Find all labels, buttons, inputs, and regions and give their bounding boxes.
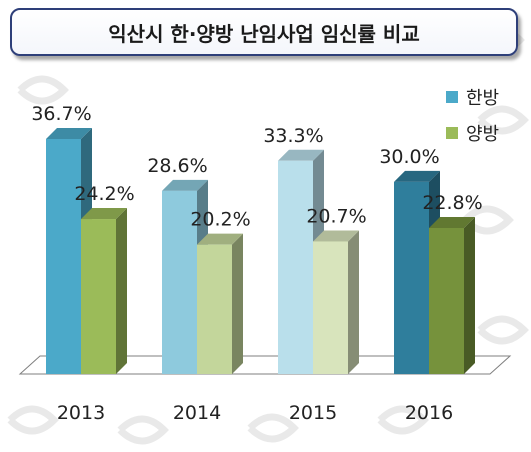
bar-top-yangbang-2015 [313, 230, 359, 242]
bar-hanbang-2016 [394, 181, 429, 374]
legend-item-hanbang: 한방 [446, 84, 499, 110]
legend-swatch-hanbang [446, 91, 458, 103]
bar-side-yangbang-2013 [116, 208, 127, 374]
x-tick-2014: 2014 [173, 402, 221, 424]
x-tick-2013: 2013 [57, 402, 105, 424]
bar-hanbang-2014 [162, 190, 197, 374]
bar-side-yangbang-2015 [348, 230, 359, 374]
data-label-yangbang-2014: 20.2% [190, 209, 250, 231]
bar-top-hanbang-2013 [46, 127, 92, 139]
data-label-yangbang-2015: 20.7% [306, 205, 366, 227]
legend-swatch-yangbang [446, 127, 458, 139]
data-label-hanbang-2013: 36.7% [31, 103, 91, 125]
bar-top-hanbang-2016 [394, 170, 440, 182]
x-tick-2015: 2015 [289, 402, 337, 424]
data-label-yangbang-2013: 24.2% [74, 183, 134, 205]
bar-yangbang-2014 [197, 244, 232, 374]
bar-top-yangbang-2013 [81, 208, 127, 220]
legend-item-yangbang: 양방 [446, 120, 499, 146]
bar-yangbang-2013 [81, 219, 116, 374]
bar-hanbang-2015 [278, 160, 313, 374]
bar-side-yangbang-2016 [464, 217, 475, 374]
bar-hanbang-2013 [46, 138, 81, 374]
bar-top-hanbang-2015 [278, 149, 324, 161]
data-label-hanbang-2016: 30.0% [379, 146, 439, 168]
data-label-hanbang-2015: 33.3% [263, 125, 323, 147]
bar-top-yangbang-2016 [429, 217, 475, 228]
data-label-hanbang-2014: 28.6% [147, 155, 207, 177]
x-tick-2016: 2016 [405, 402, 453, 424]
bar-yangbang-2016 [429, 228, 464, 374]
legend-label-hanbang: 한방 [466, 88, 500, 109]
bar-top-yangbang-2014 [197, 233, 243, 245]
chart-title: 익산시 한·양방 난임사업 임신률 비교 [10, 8, 518, 56]
data-label-yangbang-2016: 22.8% [422, 192, 482, 214]
legend-label-yangbang: 양방 [466, 124, 500, 145]
bar-side-yangbang-2014 [232, 233, 243, 374]
bar-yangbang-2015 [313, 241, 348, 374]
bar-top-hanbang-2014 [162, 179, 208, 191]
